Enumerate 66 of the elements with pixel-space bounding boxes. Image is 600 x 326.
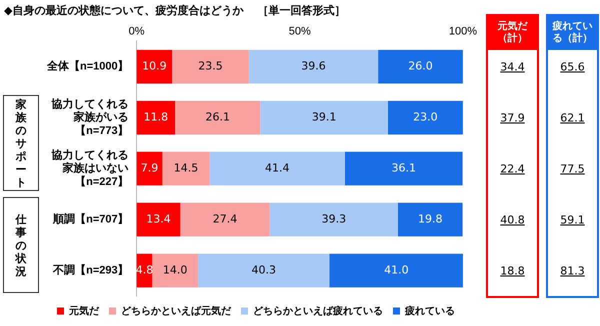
data-label: 26.1 — [205, 110, 230, 124]
text: 65.6 — [559, 60, 586, 74]
x-tick-label: 0% — [128, 26, 145, 38]
y-tick-label: 不調【n=293】 — [52, 264, 129, 277]
bar — [398, 202, 463, 236]
text: 77.5 — [559, 162, 586, 176]
bar — [172, 50, 249, 84]
text: 疲れている（計） — [548, 16, 597, 50]
bar — [378, 50, 463, 84]
data-label: 39.1 — [312, 110, 336, 124]
text: 22.4 — [499, 162, 526, 176]
y-tick-label: 順調【n=707】 — [52, 212, 129, 226]
bar — [388, 100, 463, 134]
chart-subtitle: ［単一回答形式］ — [257, 4, 346, 17]
data-label: 10.9 — [142, 60, 167, 73]
bar — [162, 152, 210, 186]
data-label: 39.3 — [322, 212, 346, 226]
bar — [136, 152, 162, 186]
y-tick-label: 協力してくれる家族がいる【n=773】 — [50, 97, 129, 137]
bar — [210, 152, 345, 186]
data-label: 14.0 — [162, 263, 188, 276]
chart-title: ◆自身の最近の状態について、疲労度合はどうか — [4, 4, 244, 17]
data-label: 41.0 — [384, 263, 409, 276]
text: 34.4 — [499, 60, 526, 74]
bar — [260, 100, 388, 134]
bar — [344, 152, 463, 186]
text: 40.8 — [499, 213, 526, 226]
data-label: 23.0 — [413, 110, 438, 124]
data-label: 40.3 — [251, 263, 276, 276]
data-label: 7.9 — [140, 161, 158, 174]
legend-label: 元気だ — [68, 304, 100, 317]
text: 81.3 — [559, 264, 586, 278]
bar — [136, 50, 172, 84]
x-tick-label: 50% — [288, 26, 311, 38]
data-label: 39.6 — [301, 60, 326, 73]
text: 家族のサポート — [16, 98, 26, 189]
text: 62.1 — [559, 111, 586, 124]
data-label: 13.4 — [146, 212, 171, 226]
text: 元気だ（計） — [488, 16, 537, 50]
bar — [175, 100, 260, 134]
text: 仕事の状況 — [16, 212, 26, 278]
data-label: 23.5 — [198, 60, 223, 73]
data-label: 11.8 — [144, 110, 168, 124]
text: 37.9 — [499, 111, 526, 124]
data-label: 14.5 — [174, 161, 198, 174]
legend-label: どちらかといえば疲れている — [253, 304, 383, 317]
bar — [198, 254, 330, 288]
bar — [136, 202, 180, 236]
x-tick-label: 100% — [448, 26, 478, 38]
text: 59.1 — [559, 213, 586, 226]
y-tick-label: 全体【n=1000】 — [46, 60, 129, 73]
bar — [270, 202, 398, 236]
bar — [248, 50, 378, 84]
data-label: 27.4 — [212, 212, 238, 226]
y-tick-label: 協力してくれる家族はいない【n=227】 — [50, 148, 129, 188]
legend-label: どちらかといえば元気だ — [121, 304, 232, 317]
data-label: 36.1 — [391, 161, 416, 174]
bar — [329, 254, 463, 288]
legend-label: 疲れている — [404, 304, 455, 317]
bar — [180, 202, 270, 236]
bar — [136, 100, 176, 134]
data-label: 19.8 — [418, 212, 443, 226]
bar — [152, 254, 198, 288]
data-label: 41.4 — [265, 161, 290, 174]
data-label: 26.0 — [408, 60, 433, 73]
text: 18.8 — [499, 264, 526, 278]
